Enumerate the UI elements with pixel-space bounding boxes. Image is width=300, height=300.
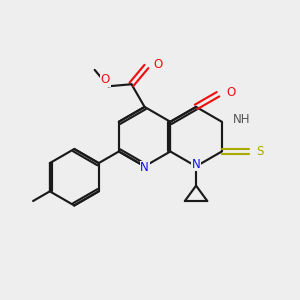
Text: N: N [140, 161, 149, 174]
Text: S: S [256, 145, 263, 158]
Text: NH: NH [233, 113, 250, 127]
Text: O: O [226, 86, 236, 99]
Text: O: O [154, 58, 163, 71]
Text: N: N [192, 158, 200, 171]
Text: O: O [101, 73, 110, 86]
